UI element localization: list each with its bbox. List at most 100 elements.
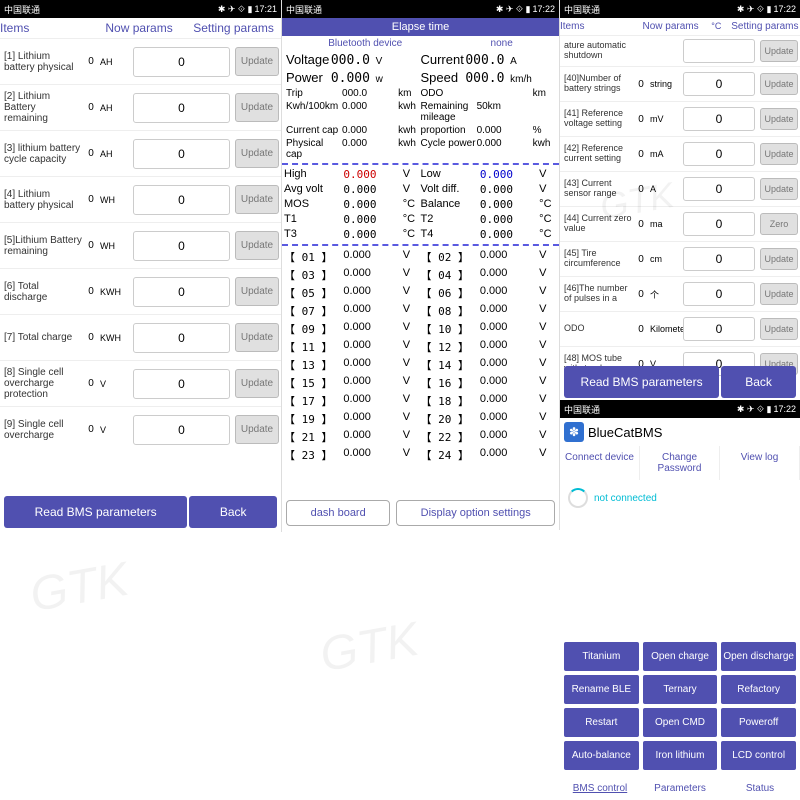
param-label: [42] Reference current setting	[560, 144, 632, 164]
update-button[interactable]: Update	[235, 47, 279, 76]
dashboard-button[interactable]: dash board	[286, 500, 390, 526]
update-button[interactable]: Update	[760, 248, 798, 270]
cell-row: 【 19 】0.000V 【 20 】0.000V	[282, 410, 559, 428]
param-row: [46]The number of pulses in a 0 个 Update	[560, 276, 800, 311]
param-unit: AH	[100, 57, 130, 67]
param-row: [7] Total charge 0 KWH Update	[0, 314, 281, 360]
bluetooth-icon: ✽	[564, 422, 584, 442]
bottom-tab[interactable]: Parameters	[640, 777, 720, 800]
command-button[interactable]: Open charge	[643, 642, 718, 671]
param-input[interactable]	[683, 72, 755, 96]
update-button[interactable]: Update	[235, 93, 279, 122]
bms-control-panel: 中国联通 ✱ ✈ ⟐ ▮ 17:22 ✽ BlueCatBMS Connect …	[560, 400, 800, 800]
param-now-value: 0	[82, 424, 100, 435]
command-button[interactable]: Auto-balance	[564, 741, 639, 770]
update-button[interactable]: Update	[235, 323, 279, 352]
update-button[interactable]: Update	[235, 231, 279, 260]
param-input[interactable]	[683, 107, 755, 131]
param-input[interactable]	[683, 282, 755, 306]
command-button[interactable]: Open discharge	[721, 642, 796, 671]
watermark: GTK	[26, 552, 133, 623]
bottom-tab[interactable]: Status	[720, 777, 800, 800]
back-button[interactable]: Back	[721, 366, 796, 398]
command-grid: TitaniumOpen chargeOpen discharge Rename …	[564, 642, 796, 770]
bottom-bar: Read BMS parameters Back	[564, 366, 796, 398]
command-button[interactable]: LCD control	[721, 741, 796, 770]
param-row: [6] Total discharge 0 KWH Update	[0, 268, 281, 314]
param-row: [41] Reference voltage setting 0 mV Upda…	[560, 101, 800, 136]
cell-row: 【 13 】0.000V 【 14 】0.000V	[282, 356, 559, 374]
elapse-title: Elapse time	[282, 18, 559, 36]
cell-row: 【 03 】0.000V 【 04 】0.000V	[282, 266, 559, 284]
command-button[interactable]: Open CMD	[643, 708, 718, 737]
update-button[interactable]: Zero	[760, 213, 798, 235]
status-bar: 中国联通 ✱ ✈ ⟐ ▮ 17:22	[560, 400, 800, 418]
param-input[interactable]	[133, 139, 230, 169]
param-unit: 个	[650, 288, 680, 301]
param-label: [1] Lithium battery physical	[0, 51, 82, 73]
param-row: [42] Reference current setting 0 mA Upda…	[560, 136, 800, 171]
command-button[interactable]: Rename BLE	[564, 675, 639, 704]
param-row: [8] Single cell overcharge protection 0 …	[0, 360, 281, 406]
param-input[interactable]	[133, 277, 230, 307]
param-input[interactable]	[683, 317, 755, 341]
update-button[interactable]: Update	[760, 73, 798, 95]
status-bar: 中国联通 ✱ ✈ ⟐ ▮ 17:22	[560, 0, 800, 18]
param-label: [7] Total charge	[0, 332, 82, 343]
command-button[interactable]: Poweroff	[721, 708, 796, 737]
update-button[interactable]: Update	[760, 178, 798, 200]
update-button[interactable]: Update	[760, 108, 798, 130]
param-now-value: 0	[632, 184, 650, 195]
update-button[interactable]: Update	[235, 415, 279, 444]
param-label: [9] Single cell overcharge	[0, 419, 82, 441]
back-button[interactable]: Back	[189, 496, 277, 528]
bottom-tab[interactable]: BMS control	[560, 777, 640, 800]
update-button[interactable]: Update	[760, 318, 798, 340]
param-now-value: 0	[82, 378, 100, 389]
param-input[interactable]	[683, 177, 755, 201]
app-title: BlueCatBMS	[588, 425, 662, 440]
param-input[interactable]	[133, 93, 230, 123]
command-button[interactable]: Restart	[564, 708, 639, 737]
param-unit: AH	[100, 103, 130, 113]
param-label: [44] Current zero value	[560, 214, 632, 234]
param-input[interactable]	[683, 39, 755, 63]
param-input[interactable]	[133, 369, 230, 399]
carrier-label: 中国联通	[4, 3, 40, 16]
command-button[interactable]: Titanium	[564, 642, 639, 671]
update-button[interactable]: Update	[235, 369, 279, 398]
param-input[interactable]	[133, 231, 230, 261]
param-input[interactable]	[133, 323, 230, 353]
params-panel-left: 中国联通 ✱ ✈ ⟐ ▮ 17:21 Items Now params Sett…	[0, 0, 282, 532]
read-bms-button[interactable]: Read BMS parameters	[4, 496, 187, 528]
top-tab[interactable]: Change Password	[640, 446, 720, 480]
dash-mid-row: MOS0.000°C Balance0.000°C	[282, 197, 559, 212]
param-input[interactable]	[683, 142, 755, 166]
param-input[interactable]	[133, 415, 230, 445]
param-now-value: 0	[632, 324, 650, 335]
param-now-value: 0	[82, 102, 100, 113]
param-input[interactable]	[133, 185, 230, 215]
update-button[interactable]: Update	[235, 185, 279, 214]
update-button[interactable]: Update	[235, 139, 279, 168]
param-input[interactable]	[683, 212, 755, 236]
param-input[interactable]	[133, 47, 230, 77]
update-button[interactable]: Update	[235, 277, 279, 306]
update-button[interactable]: Update	[760, 283, 798, 305]
command-button[interactable]: Refactory	[721, 675, 796, 704]
top-tab[interactable]: View log	[720, 446, 800, 480]
header-row: Items Now params °C Setting params	[560, 18, 800, 35]
display-options-button[interactable]: Display option settings	[396, 500, 555, 526]
cell-row: 【 21 】0.000V 【 22 】0.000V	[282, 428, 559, 446]
command-button[interactable]: Iron lithium	[643, 741, 718, 770]
update-button[interactable]: Update	[760, 40, 798, 62]
read-bms-button[interactable]: Read BMS parameters	[564, 366, 719, 398]
command-button[interactable]: Ternary	[643, 675, 718, 704]
param-input[interactable]	[683, 247, 755, 271]
top-tab[interactable]: Connect device	[560, 446, 640, 480]
param-now-value: 0	[632, 254, 650, 265]
param-row: [43] Current sensor range 0 A Update	[560, 171, 800, 206]
param-row: [44] Current zero value 0 ma Zero	[560, 206, 800, 241]
update-button[interactable]: Update	[760, 143, 798, 165]
top-tabs: Connect deviceChange PasswordView log	[560, 446, 800, 480]
